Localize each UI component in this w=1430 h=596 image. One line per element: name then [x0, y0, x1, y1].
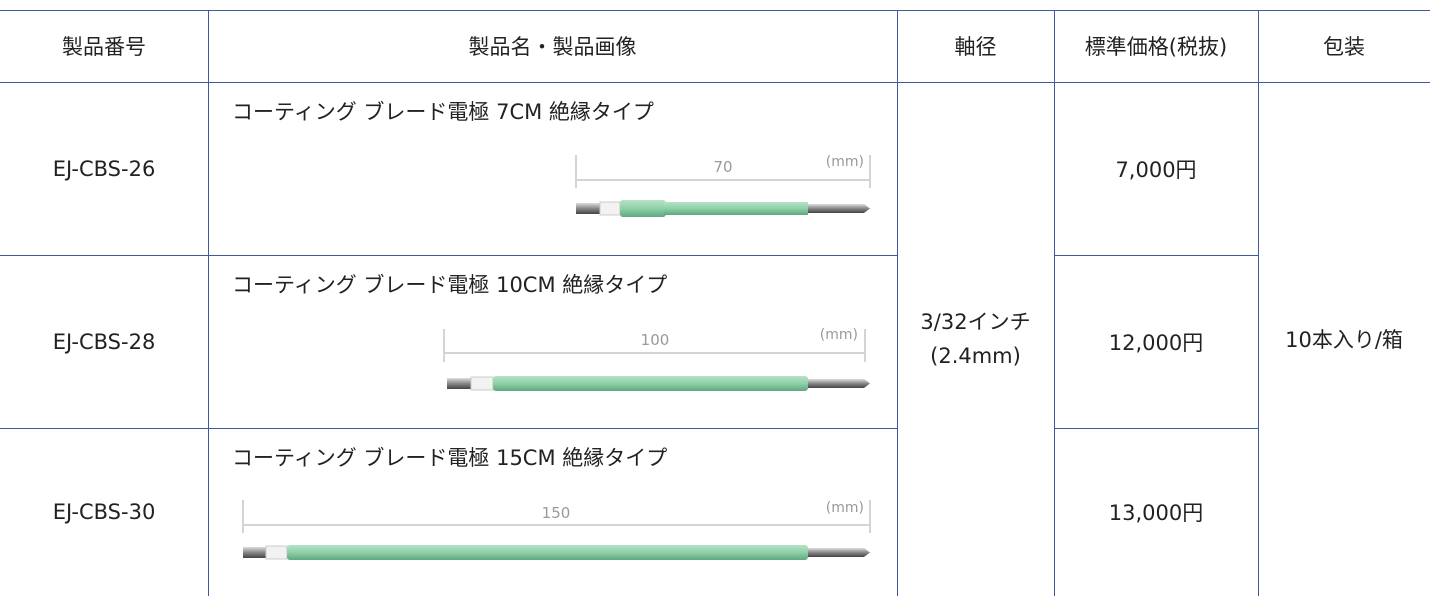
border	[1258, 10, 1259, 596]
price: 7,000円	[1115, 157, 1197, 182]
border	[897, 10, 898, 596]
dimension-unit: (mm)	[826, 154, 864, 170]
header-cell: 標準価格(税抜)	[1084, 35, 1228, 59]
electrode-image	[576, 200, 870, 217]
electrode-image	[447, 376, 870, 391]
product-number: EJ-CBS-30	[52, 500, 156, 524]
header-cell: 製品名・製品画像	[468, 35, 637, 59]
product-name: コーティング ブレード電極 10CM 絶縁タイプ	[232, 273, 668, 297]
dimension-unit: (mm)	[820, 327, 858, 343]
border	[0, 82, 1430, 83]
border	[1054, 255, 1258, 256]
border	[208, 10, 209, 596]
dimension-value: 70	[713, 158, 732, 176]
border	[0, 255, 897, 256]
diameter: (2.4mm)	[930, 344, 1021, 368]
dimension-value: 100	[641, 331, 670, 349]
product-name: コーティング ブレード電極 15CM 絶縁タイプ	[232, 446, 668, 470]
product-number: EJ-CBS-28	[52, 329, 156, 354]
header-cell: 製品番号	[62, 35, 146, 59]
packaging: 10本入り/箱	[1285, 328, 1403, 352]
border	[0, 10, 1430, 11]
dimension-unit: (mm)	[826, 500, 864, 516]
header-cell: 軸径	[954, 35, 997, 59]
price: 12,000円	[1108, 330, 1204, 355]
border	[0, 428, 897, 429]
product-images: 70 (mm) 100 (mm) 150 (mm)	[242, 154, 871, 560]
diameter-cell: 3/32インチ (2.4mm)	[897, 82, 1054, 596]
dimension-lines	[242, 155, 871, 533]
header-cell: 包装	[1323, 35, 1365, 59]
product-name: コーティング ブレード電極 7CM 絶縁タイプ	[232, 100, 654, 124]
electrode-image	[243, 545, 870, 560]
price: 13,000円	[1108, 501, 1204, 525]
product-number: EJ-CBS-26	[52, 156, 156, 181]
diameter: 3/32インチ	[920, 310, 1031, 334]
dimension-value: 150	[542, 504, 571, 522]
border	[1054, 10, 1055, 596]
border	[1054, 428, 1258, 429]
